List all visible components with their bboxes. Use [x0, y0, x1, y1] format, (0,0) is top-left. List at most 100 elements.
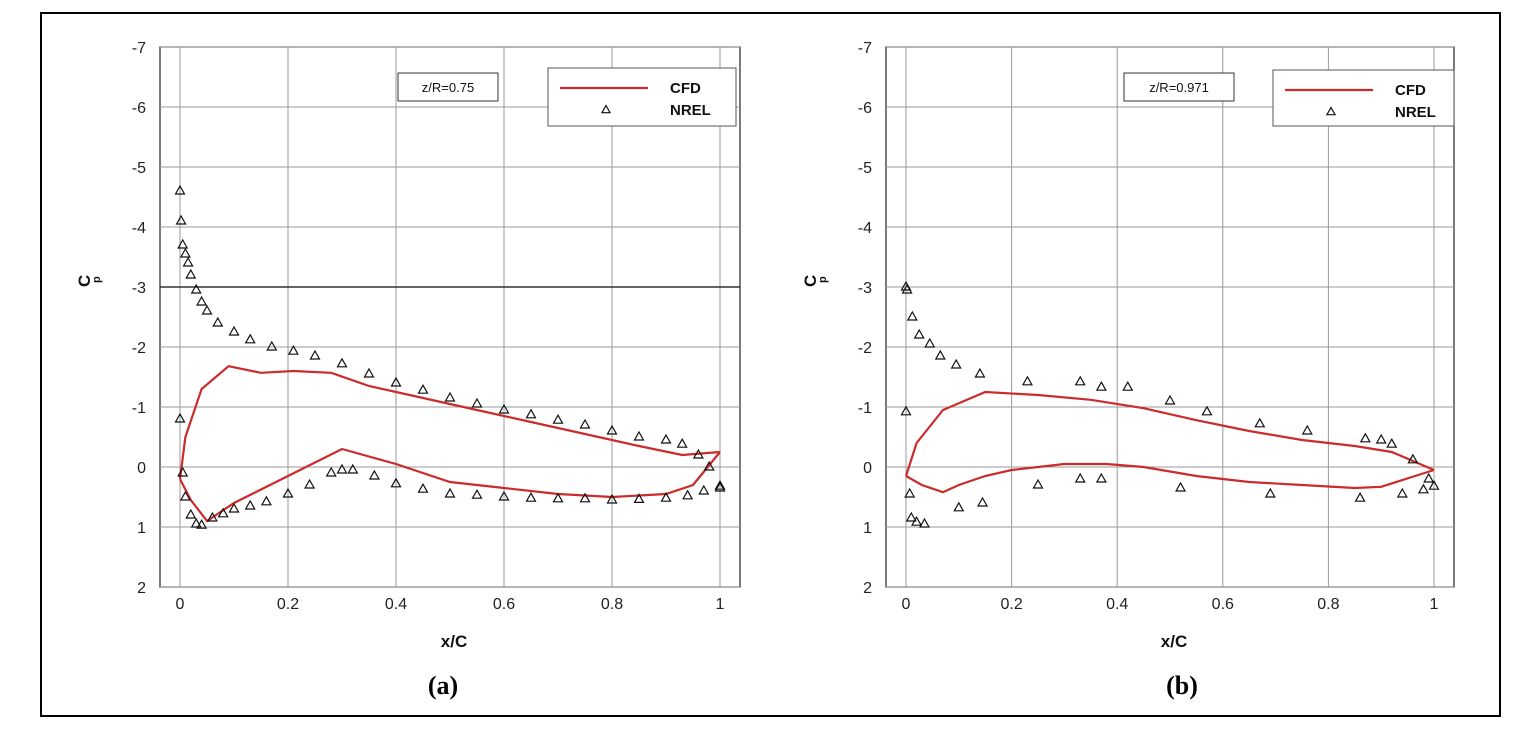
- nrel-marker: [417, 482, 429, 493]
- nrel-marker: [698, 484, 710, 495]
- nrel-marker: [390, 376, 402, 387]
- nrel-marker: [196, 295, 208, 306]
- nrel-marker: [177, 238, 189, 249]
- y-tick-label: -5: [132, 160, 146, 177]
- nrel-marker: [185, 268, 197, 279]
- nrel-marker: [1175, 481, 1187, 492]
- x-tick-label: 0.6: [493, 596, 515, 613]
- nrel-marker: [174, 412, 186, 423]
- nrel-marker: [660, 491, 672, 502]
- nrel-marker: [190, 517, 202, 528]
- nrel-marker: [633, 430, 645, 441]
- y-tick-label: 2: [863, 580, 872, 597]
- nrel-marker: [368, 469, 380, 480]
- nrel-marker: [1301, 424, 1313, 435]
- nrel-marker: [185, 508, 197, 519]
- nrel-marker: [953, 501, 965, 512]
- nrel-marker: [552, 413, 564, 424]
- x-tick-label: 0: [902, 596, 911, 613]
- y-tick-label: -4: [858, 220, 872, 237]
- nrel-marker: [201, 304, 213, 315]
- nrel-marker: [660, 433, 672, 444]
- nrel-marker: [901, 283, 913, 294]
- x-tick-label: 0.2: [277, 596, 299, 613]
- legend-nrel-label: NREL: [670, 102, 711, 119]
- y-tick-label: 2: [137, 580, 146, 597]
- nrel-marker: [676, 437, 688, 448]
- annotation-box: [397, 72, 499, 102]
- nrel-marker: [1095, 380, 1107, 391]
- nrel-marker: [1164, 394, 1176, 405]
- x-tick-label: 0.8: [1317, 596, 1339, 613]
- annotation-box: [1123, 72, 1235, 102]
- nrel-marker: [444, 391, 456, 402]
- nrel-marker: [471, 488, 483, 499]
- nrel-marker: [182, 256, 194, 267]
- nrel-marker: [1074, 472, 1086, 483]
- legend-box: [1272, 69, 1455, 127]
- y-tick-label: -1: [858, 400, 872, 417]
- nrel-marker: [606, 493, 618, 504]
- nrel-marker: [212, 316, 224, 327]
- nrel-marker: [1021, 375, 1033, 386]
- nrel-marker: [552, 492, 564, 503]
- nrel-marker: [304, 478, 316, 489]
- y-tick-label: 1: [863, 520, 872, 537]
- nrel-marker: [471, 397, 483, 408]
- nrel-marker: [175, 214, 187, 225]
- nrel-marker: [287, 344, 299, 355]
- annotation-text: z/R=0.971: [1149, 80, 1209, 95]
- nrel-marker: [606, 424, 618, 435]
- nrel-marker: [336, 463, 348, 474]
- legend-nrel-marker: [600, 104, 612, 114]
- legend-nrel-marker: [1325, 106, 1337, 116]
- nrel-marker: [900, 405, 912, 416]
- nrel-marker: [1032, 478, 1044, 489]
- y-tick-label: -7: [858, 40, 872, 57]
- cfd-line-lower: [905, 462, 1435, 494]
- nrel-marker: [974, 367, 986, 378]
- y-axis-title: Cp: [75, 275, 103, 287]
- y-tick-label: -2: [132, 340, 146, 357]
- nrel-marker: [525, 408, 537, 419]
- y-tick-label: -7: [132, 40, 146, 57]
- nrel-marker: [498, 403, 510, 414]
- nrel-marker: [913, 328, 925, 339]
- y-tick-label: -1: [132, 400, 146, 417]
- legend-cfd-label: CFD: [1395, 82, 1426, 99]
- cfd-line-lower: [179, 447, 721, 523]
- plot-frame-1: [885, 46, 1455, 588]
- nrel-marker: [244, 333, 256, 344]
- nrel-marker: [177, 466, 189, 477]
- nrel-marker: [682, 489, 694, 500]
- nrel-marker: [525, 491, 537, 502]
- nrel-marker: [390, 477, 402, 488]
- nrel-marker: [498, 490, 510, 501]
- nrel-marker: [266, 340, 278, 351]
- nrel-marker: [924, 337, 936, 348]
- y-tick-label: -3: [132, 280, 146, 297]
- nrel-marker: [325, 466, 337, 477]
- y-axis-title-subscript: p: [817, 276, 829, 283]
- x-tick-label: 0.6: [1212, 596, 1234, 613]
- y-tick-label: -2: [858, 340, 872, 357]
- nrel-marker: [196, 518, 208, 529]
- nrel-marker: [282, 487, 294, 498]
- nrel-marker: [228, 502, 240, 513]
- nrel-marker: [579, 418, 591, 429]
- x-tick-label: 0: [176, 596, 185, 613]
- nrel-marker: [714, 481, 726, 492]
- x-tick-label: 1: [1430, 596, 1439, 613]
- x-tick-label: 0.2: [1000, 596, 1022, 613]
- y-tick-label: 0: [137, 460, 146, 477]
- y-axis-title: Cp: [801, 275, 829, 287]
- nrel-marker: [179, 247, 191, 258]
- x-tick-label: 0.4: [385, 596, 407, 613]
- nrel-marker: [1386, 437, 1398, 448]
- nrel-marker: [190, 283, 202, 294]
- nrel-marker: [1423, 472, 1435, 483]
- nrel-marker: [1122, 380, 1134, 391]
- nrel-marker: [911, 515, 923, 526]
- panel-caption: (b): [1166, 671, 1198, 700]
